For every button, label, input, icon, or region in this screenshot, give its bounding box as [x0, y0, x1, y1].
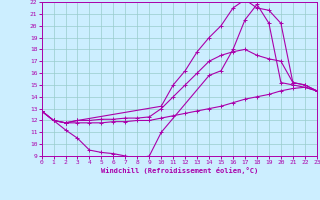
X-axis label: Windchill (Refroidissement éolien,°C): Windchill (Refroidissement éolien,°C) — [100, 167, 258, 174]
